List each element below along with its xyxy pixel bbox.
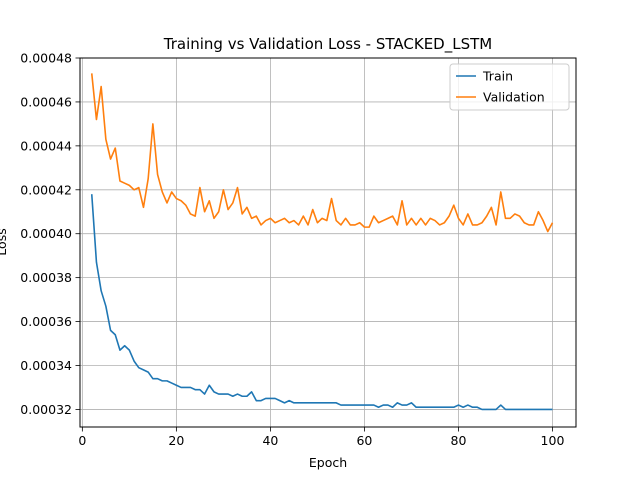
x-tick-label: 100: [541, 433, 565, 448]
y-tick-label: 0.00044: [20, 138, 72, 153]
x-tick-label: 80: [451, 433, 467, 448]
x-axis-label: Epoch: [309, 455, 347, 470]
x-tick-label: 0: [78, 433, 86, 448]
y-axis-ticks: 0.00032 0.00034 0.00036 0.00038 0.00040 0.000…: [20, 51, 80, 417]
plot-frame: [79, 57, 577, 428]
chart-title: Training vs Validation Loss - STACKED_LS…: [163, 35, 492, 54]
legend: Train Validation: [449, 63, 570, 111]
y-axis-label: Loss: [0, 228, 9, 255]
plot-area-background: [80, 58, 576, 427]
series-line-train: [90, 194, 553, 411]
y-tick-label: 0.00048: [20, 51, 72, 66]
x-tick-label: 40: [262, 433, 278, 448]
legend-label-train: Train: [482, 69, 513, 84]
x-tick-label: 60: [356, 433, 372, 448]
legend-label-validation: Validation: [483, 90, 545, 105]
y-tick-label: 0.00042: [20, 182, 72, 197]
x-tick-label: 20: [168, 433, 184, 448]
series-line-validation: [90, 73, 554, 233]
y-tick-label: 0.00046: [20, 94, 72, 109]
y-tick-label: 0.00032: [20, 402, 72, 417]
series-lines: [90, 73, 554, 411]
y-tick-label: 0.00038: [20, 270, 72, 285]
legend-box: [449, 63, 570, 111]
y-tick-label: 0.00036: [20, 314, 72, 329]
y-tick-label: 0.00040: [20, 226, 72, 241]
x-axis-ticks: 0 20 40 60 80 100: [78, 427, 564, 448]
y-tick-label: 0.00034: [20, 358, 72, 373]
